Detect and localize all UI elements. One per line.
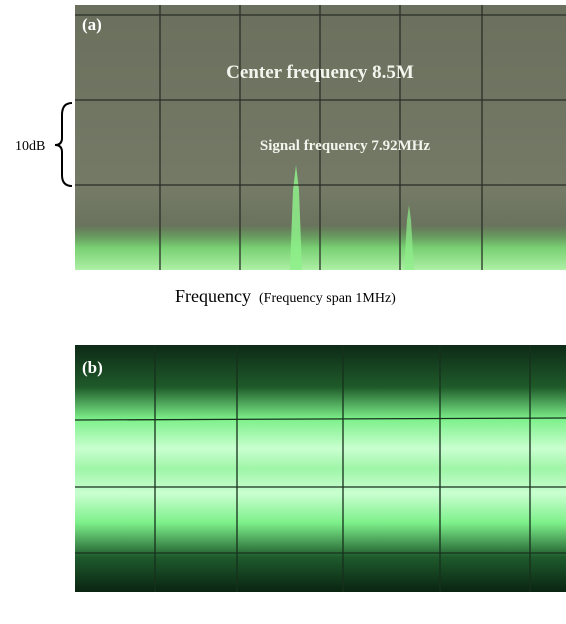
screen-b bbox=[75, 345, 566, 592]
panel-b: (b) bbox=[75, 345, 566, 592]
y-scale-label: 10dB bbox=[15, 139, 45, 154]
panel-a: (a) Center frequency 8.5M Signal frequen… bbox=[75, 5, 566, 270]
panel-label: (a) bbox=[82, 15, 102, 34]
annotation: Signal frequency 7.92MHz bbox=[260, 138, 430, 154]
panel-label: (b) bbox=[82, 358, 103, 377]
figure: (a) Center frequency 8.5M Signal frequen… bbox=[0, 0, 566, 619]
page: (a) Center frequency 8.5M Signal frequen… bbox=[0, 0, 566, 619]
brace bbox=[55, 103, 72, 186]
x-axis-label: Frequency bbox=[175, 286, 251, 306]
x-axis-note: (Frequency span 1MHz) bbox=[259, 291, 396, 306]
annotation: Center frequency 8.5M bbox=[226, 62, 414, 83]
